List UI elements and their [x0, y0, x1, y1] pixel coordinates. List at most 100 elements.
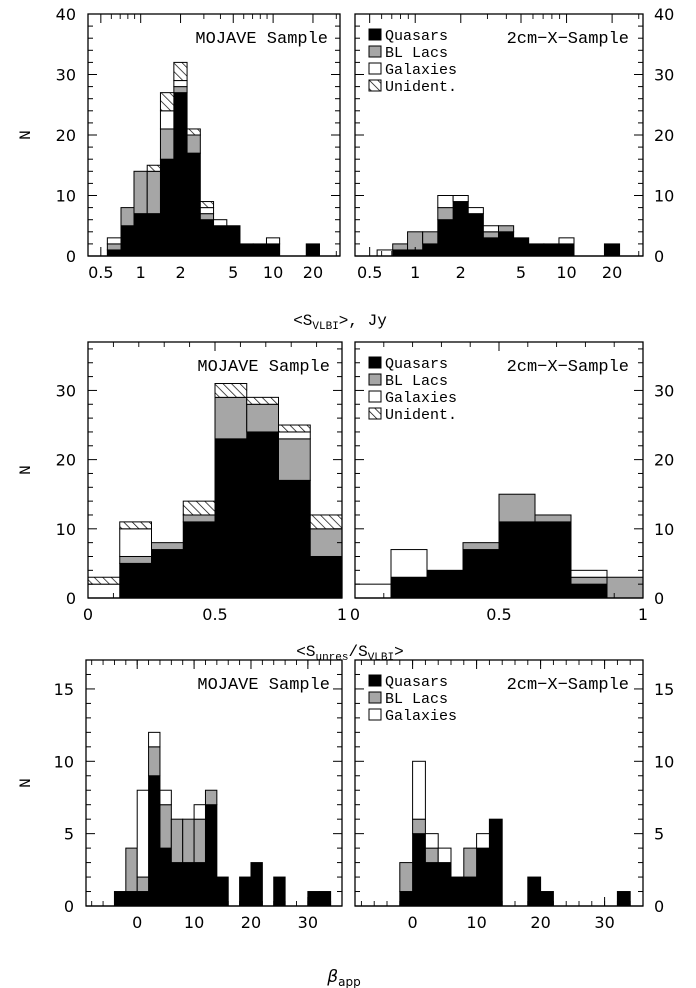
legend-entry: Galaxies — [385, 708, 457, 725]
bar-quasars-bin-1 — [119, 562, 152, 599]
bar-quasars-bin-18 — [318, 891, 332, 907]
bar-quasars-bin-0 — [113, 891, 127, 907]
bar-bl-lacs-bin-2 — [133, 170, 148, 215]
bar-quasars-bin-1 — [390, 576, 428, 599]
bar-quasars-bin-10 — [239, 243, 254, 257]
bar-bl-lacs-bin-3 — [422, 231, 439, 245]
bar-galaxies-bin-6 — [467, 207, 484, 215]
bar-unident-bin-1 — [119, 521, 152, 530]
bar-bl-lacs-bin-6 — [186, 134, 201, 154]
bar-bl-lacs-bin-5 — [170, 818, 184, 864]
bar-quasars-bin-3 — [422, 243, 439, 257]
bar-bl-lacs-bin-3 — [148, 746, 161, 777]
x-tick-label: 1 — [410, 263, 420, 282]
bar-bl-lacs-bin-5 — [246, 403, 279, 433]
x-tick-label: 0 — [408, 913, 418, 932]
row1-xlabel: <SVLBI>, Jy — [293, 312, 387, 333]
y-tick-label: 20 — [56, 126, 76, 145]
bar-quasars-bin-3 — [146, 213, 161, 257]
bar-bl-lacs-bin-5 — [534, 514, 572, 523]
legend-entry: BL Lacs — [385, 691, 448, 708]
bar-galaxies-bin-1 — [390, 549, 428, 578]
x-tick-label: 0.5 — [88, 263, 113, 282]
x-tick-label: 20 — [530, 913, 550, 932]
bar-quasars-bin-7 — [199, 219, 215, 257]
bar-galaxies-bin-1 — [119, 528, 152, 557]
y-tick-label: 30 — [56, 381, 76, 400]
x-tick-label: 10 — [556, 263, 576, 282]
bar-quasars-bin-5 — [246, 431, 279, 599]
bar-bl-lacs-bin-7 — [482, 231, 499, 239]
plot-frame — [354, 659, 644, 907]
x-tick-label: 10 — [263, 263, 283, 282]
y-tick-label: 0 — [654, 247, 664, 266]
legend-entry: Unident. — [385, 79, 457, 96]
bar-quasars-bin-6 — [278, 479, 311, 599]
bar-unident-bin-5 — [246, 396, 279, 405]
x-tick-label: 1 — [638, 605, 648, 624]
bar-bl-lacs-bin-4 — [437, 207, 454, 221]
y-tick-label: 0 — [66, 247, 76, 266]
y-tick-label: 30 — [56, 66, 76, 85]
legend-entry: Galaxies — [385, 62, 457, 79]
bar-quasars-bin-9 — [216, 876, 229, 907]
x-tick-label: 10 — [466, 913, 486, 932]
bar-bl-lacs-bin-1 — [120, 207, 135, 227]
y-tick-label: 20 — [654, 451, 674, 470]
y-tick-label: 40 — [56, 5, 76, 24]
bar-bl-lacs-bin-4 — [159, 804, 172, 849]
bar-bl-lacs-bin-7 — [193, 818, 206, 864]
bar-bl-lacs-bin-4 — [159, 128, 175, 160]
bar-quasars-bin-4 — [159, 158, 175, 257]
y-axis-label: N — [17, 130, 35, 140]
bar-bl-lacs-bin-1 — [119, 555, 152, 564]
legend-entry: Quasars — [385, 674, 448, 691]
bar-bl-lacs-bin-0 — [106, 243, 122, 251]
row3-xlabel: βapp — [326, 967, 360, 988]
bar-quasars-bin-7 — [193, 862, 206, 907]
panel-title: 2cm−X−Sample — [507, 358, 629, 377]
legend-entry: BL Lacs — [385, 45, 448, 62]
x-tick-label: 30 — [298, 913, 318, 932]
x-tick-label: 1 — [337, 605, 347, 624]
bar-galaxies-bin-0 — [354, 583, 392, 599]
y-tick-label: 10 — [654, 752, 674, 771]
legend-swatch — [368, 691, 382, 704]
bar-quasars-bin-2 — [412, 833, 426, 907]
legend-swatch — [368, 62, 382, 75]
bar-galaxies-bin-8 — [213, 219, 228, 227]
legend-entry: Unident. — [385, 407, 457, 424]
bar-quasars-bin-8 — [488, 818, 503, 907]
x-tick-label: 10 — [184, 913, 204, 932]
legend-entry: BL Lacs — [385, 373, 448, 390]
bar-galaxies-bin-7 — [482, 225, 499, 233]
bar-quasars-bin-6 — [570, 583, 608, 599]
bar-unident-bin-6 — [186, 128, 201, 136]
legend-entry: Quasars — [385, 356, 448, 373]
bar-quasars-bin-6 — [463, 876, 478, 907]
x-tick-label: 30 — [594, 913, 614, 932]
legend-swatch — [368, 45, 382, 58]
panel-title: 2cm−X−Sample — [507, 30, 629, 49]
bar-galaxies-bin-7 — [193, 804, 206, 820]
bar-bl-lacs-bin-7 — [606, 576, 644, 599]
bar-unident-bin-4 — [214, 383, 248, 398]
bar-quasars-bin-2 — [151, 549, 184, 599]
y-tick-label: 30 — [654, 66, 674, 85]
y-tick-label: 0 — [66, 589, 76, 608]
bar-quasars-bin-7 — [309, 555, 343, 599]
bar-bl-lacs-bin-3 — [182, 514, 216, 523]
y-axis-label: N — [17, 465, 35, 475]
y-tick-label: 30 — [654, 381, 674, 400]
bar-unident-bin-7 — [199, 201, 215, 209]
bar-quasars-bin-11 — [239, 876, 252, 907]
bar-quasars-bin-3 — [182, 521, 216, 599]
panel-title: MOJAVE Sample — [195, 30, 328, 49]
bar-bl-lacs-bin-1 — [125, 847, 138, 893]
bar-quasars-bin-5 — [170, 862, 184, 907]
bar-galaxies-bin-3 — [424, 833, 439, 849]
y-tick-label: 20 — [56, 451, 76, 470]
